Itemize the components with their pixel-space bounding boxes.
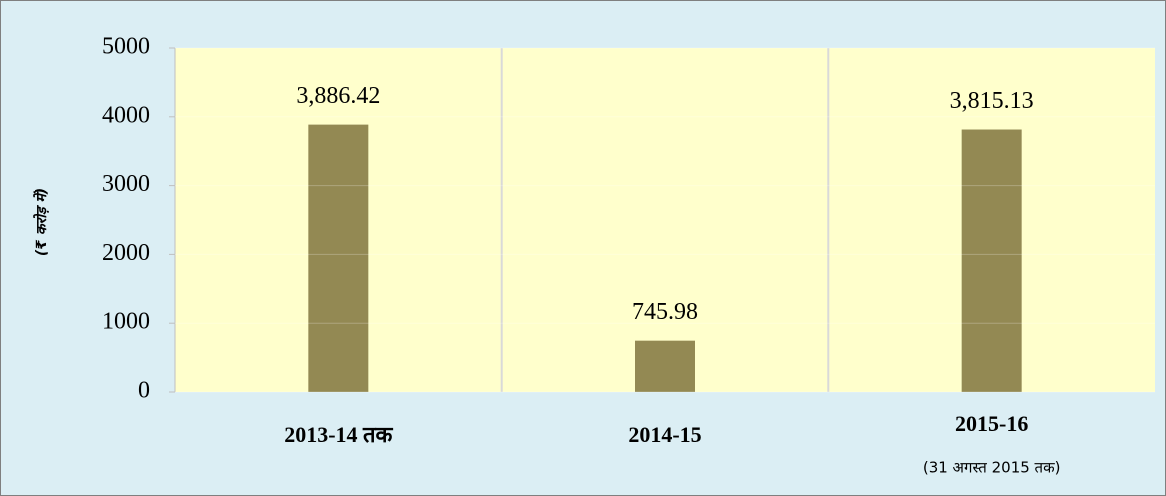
value-label: 3,886.42: [296, 83, 380, 109]
y-tick-label: 0: [138, 378, 150, 404]
y-axis-label: (₹ करोड़ में): [33, 188, 50, 256]
x-tick-label: 2015-16: [955, 411, 1028, 436]
value-label: 745.98: [632, 299, 698, 325]
value-label: 3,815.13: [950, 88, 1034, 114]
y-tick-label: 2000: [102, 240, 150, 266]
bar: [308, 124, 369, 392]
y-tick-label: 5000: [102, 34, 150, 60]
x-tick-label: 2014-15: [628, 422, 701, 447]
y-tick-label: 3000: [102, 171, 150, 197]
bar: [961, 129, 1022, 393]
y-tick-label: 4000: [102, 102, 150, 128]
bar: [635, 340, 695, 392]
y-tick-label: 1000: [102, 309, 150, 335]
x-tick-note: (31 अगस्त 2015 तक): [923, 459, 1061, 477]
x-tick-label: 2013-14 तक: [284, 422, 393, 447]
